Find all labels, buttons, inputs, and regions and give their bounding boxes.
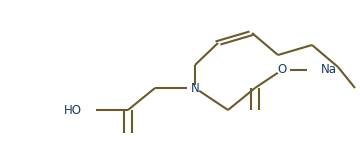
Text: HO: HO xyxy=(64,103,82,116)
Text: N: N xyxy=(191,82,199,95)
Text: O: O xyxy=(277,63,287,76)
Text: Na: Na xyxy=(321,63,337,76)
